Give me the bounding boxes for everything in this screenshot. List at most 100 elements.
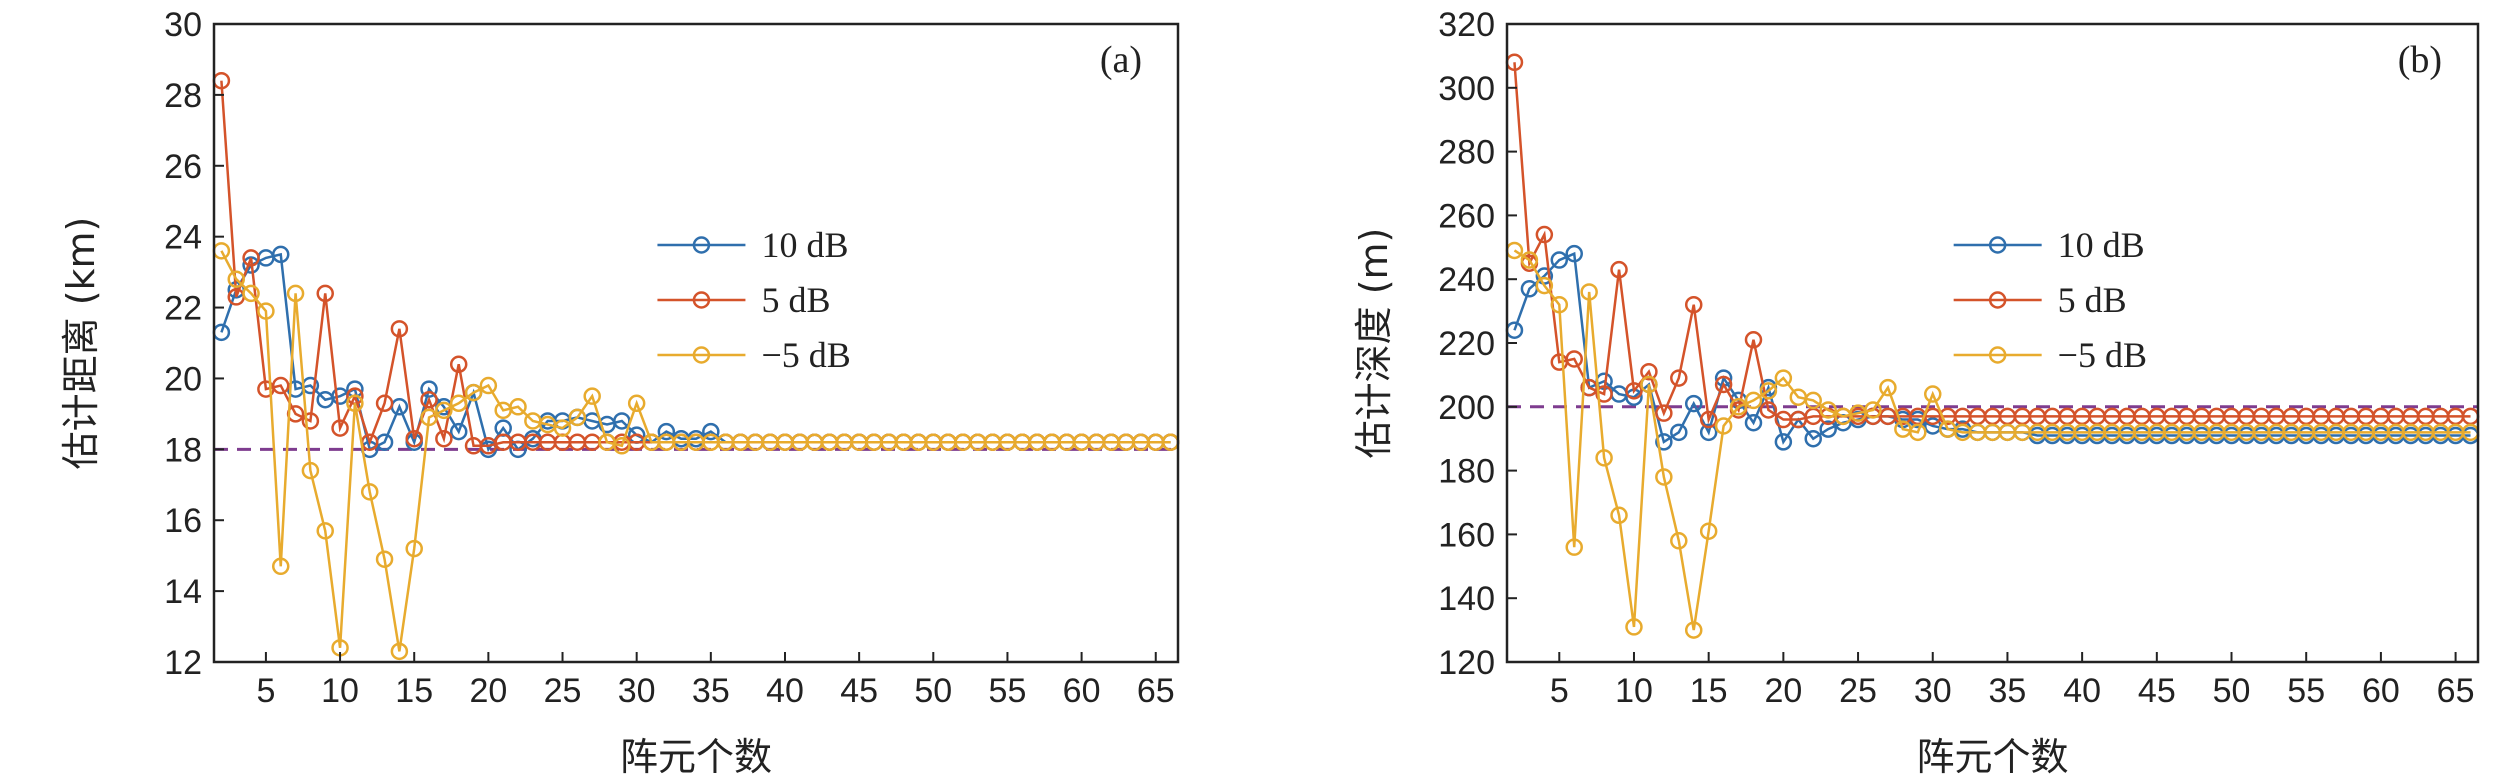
legend-entry-label: −5 dB — [2058, 335, 2147, 375]
data-point — [1744, 414, 1763, 432]
x-tick-label: 20 — [469, 672, 507, 710]
data-point — [1923, 385, 1942, 403]
y-tick-label: 30 — [164, 6, 202, 44]
data-point — [479, 376, 498, 395]
data-point — [702, 422, 720, 441]
data-point — [1684, 621, 1703, 639]
data-point — [1699, 410, 1718, 429]
x-tick-label: 35 — [1989, 672, 2027, 710]
data-point — [1640, 362, 1658, 381]
x-tick-label: 55 — [989, 672, 1027, 710]
data-point — [1684, 295, 1703, 314]
data-point — [271, 557, 290, 576]
data-point — [1744, 331, 1763, 349]
y-tick-label: 200 — [1438, 389, 1495, 427]
y-tick-label: 26 — [164, 148, 202, 186]
data-point — [1655, 404, 1673, 422]
data-point — [1550, 251, 1569, 269]
legend-entry-label: 10 dB — [761, 225, 848, 265]
data-point — [1699, 423, 1718, 442]
legend-entry-label: 10 dB — [2058, 225, 2145, 265]
data-point — [346, 394, 364, 413]
data-point — [420, 390, 438, 409]
data-point — [1879, 378, 1897, 397]
data-point — [1774, 433, 1793, 451]
data-point — [1610, 506, 1628, 525]
data-point — [553, 419, 572, 437]
data-point — [1729, 398, 1748, 416]
data-point — [316, 284, 334, 303]
data-point — [316, 522, 334, 540]
data-point — [435, 401, 453, 420]
data-point — [1535, 276, 1554, 295]
y-tick-label: 180 — [1438, 453, 1495, 491]
x-tick-label: 35 — [692, 672, 730, 710]
data-point — [420, 408, 438, 427]
legend-swatch-marker — [1988, 346, 2007, 364]
x-tick-label: 65 — [1137, 672, 1175, 710]
x-tick-label: 45 — [2138, 672, 2176, 710]
data-point — [449, 394, 468, 413]
x-tick-label: 60 — [1063, 672, 1101, 710]
y-tick-label: 22 — [164, 290, 202, 328]
data-point — [464, 383, 483, 402]
data-point — [227, 270, 245, 288]
series-line-2 — [220, 80, 1171, 448]
x-tick-label: 45 — [840, 672, 878, 710]
data-point — [435, 429, 453, 448]
data-point — [375, 550, 394, 568]
data-point — [1670, 369, 1688, 387]
x-tick-label: 10 — [321, 672, 359, 710]
data-point — [301, 412, 320, 430]
data-point — [627, 394, 646, 413]
data-point — [1714, 417, 1733, 435]
data-point — [1670, 423, 1688, 442]
x-tick-label: 40 — [766, 672, 804, 710]
data-point — [1520, 251, 1539, 269]
y-tick-label: 18 — [164, 431, 202, 469]
data-point — [1714, 375, 1733, 394]
x-tick-label: 10 — [1615, 672, 1653, 710]
data-point — [1565, 538, 1583, 556]
series-line-2 — [1513, 62, 2471, 425]
data-point — [449, 355, 468, 374]
y-tick-label: 140 — [1438, 580, 1495, 618]
data-point — [1864, 401, 1882, 419]
x-axis-title: 阵元个数 — [620, 735, 772, 779]
data-point — [1565, 350, 1583, 368]
x-tick-label: 50 — [2213, 672, 2251, 710]
y-tick-label: 260 — [1438, 197, 1495, 235]
legend-entry-label: 5 dB — [761, 280, 830, 320]
data-point — [1819, 401, 1837, 419]
data-point — [1804, 429, 1822, 448]
y-tick-label: 280 — [1438, 134, 1495, 172]
data-point — [257, 302, 275, 320]
x-tick-label: 30 — [1914, 672, 1952, 710]
y-tick-label: 220 — [1438, 325, 1495, 363]
data-point — [1595, 385, 1613, 403]
plot-frame — [212, 22, 1180, 664]
x-tick-label: 30 — [618, 672, 656, 710]
data-point — [1670, 532, 1688, 550]
y-tick-label: 300 — [1438, 70, 1495, 108]
x-tick-label: 40 — [2063, 672, 2101, 710]
x-tick-label: 60 — [2362, 672, 2400, 710]
x-tick-label: 20 — [1764, 672, 1802, 710]
x-tick-label: 65 — [2437, 672, 2475, 710]
data-point — [271, 376, 290, 395]
x-tick-label: 15 — [395, 672, 433, 710]
data-point — [390, 642, 409, 661]
panel-a-chart: 5 10 15 20 25 30 35 40 45 50 55 60 65 12 14 16 18 20 22 24 2… — [59, 6, 1180, 779]
data-point — [1655, 433, 1673, 451]
legend-swatch-marker — [692, 346, 711, 364]
data-point — [331, 419, 349, 437]
data-point — [1909, 423, 1927, 442]
data-point — [1580, 283, 1598, 301]
data-point — [1804, 391, 1822, 410]
data-point — [1744, 391, 1763, 410]
x-tick-label: 5 — [1550, 672, 1569, 710]
data-point — [375, 394, 394, 413]
data-point — [1684, 394, 1703, 413]
data-point — [286, 284, 305, 303]
